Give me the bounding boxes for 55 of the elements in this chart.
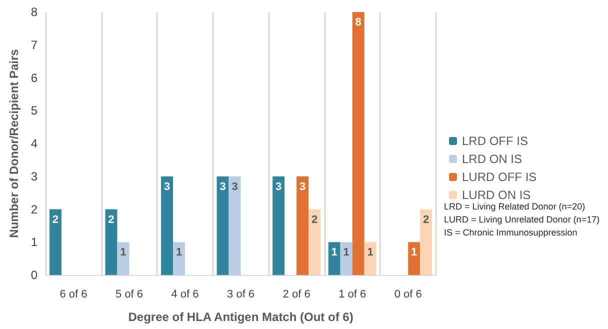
data-label: 2: [52, 214, 59, 226]
x-axis-title: Degree of HLA Antigen Match (Out of 6): [128, 310, 354, 324]
y-tick-label: 4: [30, 136, 38, 150]
bar: [173, 242, 186, 275]
bar: [105, 209, 118, 275]
bar: [49, 209, 62, 275]
data-label: 1: [176, 246, 182, 259]
data-label: 3: [220, 180, 226, 193]
x-tick-label: 4 of 6: [171, 288, 199, 300]
y-axis-title: Number of Donor/Recipient Pairs: [7, 48, 21, 238]
bar: [408, 242, 420, 275]
y-tick-label: 8: [30, 5, 38, 19]
data-label: 1: [343, 246, 350, 259]
bar: [161, 176, 174, 275]
legend-label: LURD ON IS: [462, 188, 531, 202]
legend-label: LURD OFF IS: [462, 170, 537, 184]
text: LRD = Living Related Donor (n=20) LURD = Living Unrelated Donor (n=17) IS = Chronic Immunosuppression: [444, 202, 600, 238]
x-tick-label: 6 of 6: [60, 288, 88, 300]
bar: [117, 242, 130, 275]
bar: [228, 176, 241, 275]
bar: [364, 242, 376, 275]
y-tick-label: 6: [30, 70, 38, 85]
bar: [340, 242, 352, 275]
x-tick-label: 1 of 6: [338, 288, 366, 300]
bar: [352, 12, 364, 275]
data-label: 3: [300, 180, 306, 193]
x-tick-label: 0 of 6: [394, 288, 422, 300]
data-label: 2: [108, 214, 114, 226]
y-tick-label: 3: [30, 169, 38, 184]
bar: [296, 176, 309, 275]
y-tick-label: 2: [30, 202, 38, 216]
data-label: 2: [312, 214, 318, 226]
legend-label: LRD ON IS: [462, 152, 522, 166]
data-label: 1: [331, 246, 338, 259]
y-tick-label: 1: [30, 235, 38, 250]
y-tick-label: 7: [30, 38, 38, 52]
y-tick-label: 0: [30, 268, 38, 282]
data-label: 3: [276, 180, 282, 193]
data-label: 3: [232, 180, 238, 193]
data-label: 8: [355, 16, 362, 28]
x-tick-label: 2 of 6: [282, 288, 310, 300]
x-tick-label: 3 of 6: [227, 288, 255, 300]
data-label: 1: [411, 246, 418, 259]
bar: [328, 242, 340, 275]
bar: [308, 209, 321, 275]
bar: [420, 209, 432, 275]
y-tick-label: 5: [30, 104, 38, 118]
x-tick-label: 5 of 6: [115, 288, 143, 300]
data-label: 1: [367, 246, 374, 259]
bar: [216, 176, 229, 275]
data-label: 3: [164, 180, 170, 193]
bar: [272, 176, 285, 275]
legend-label: LRD OFF IS: [462, 134, 528, 148]
data-label: 1: [120, 246, 126, 259]
data-label: 2: [423, 214, 430, 226]
